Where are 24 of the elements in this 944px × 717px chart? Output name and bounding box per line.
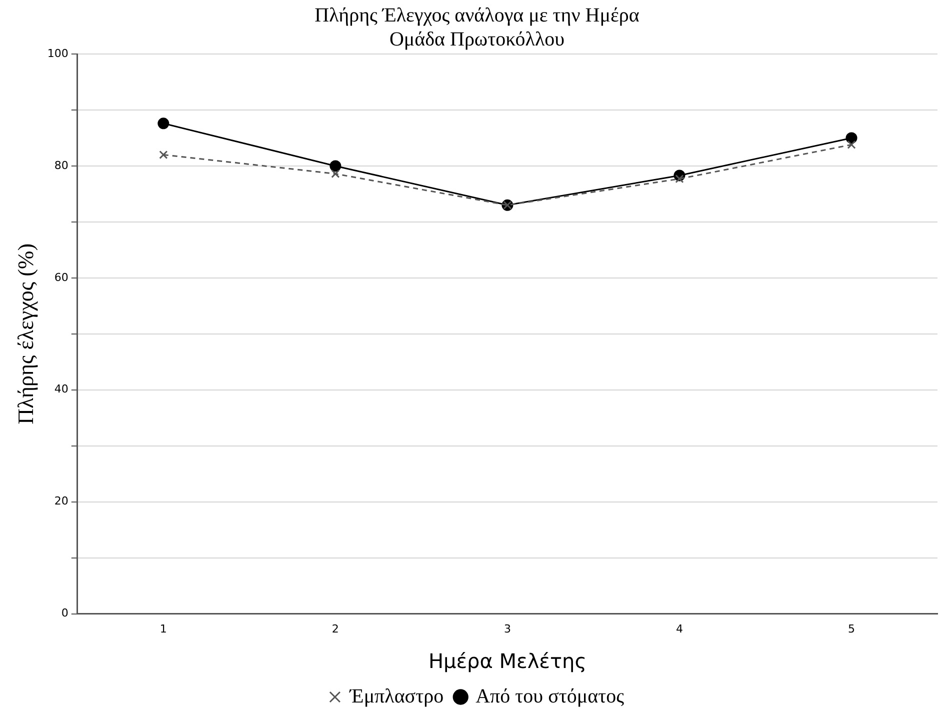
x-tick-label: 5 — [848, 622, 855, 636]
legend-label: Από του στόματος — [476, 685, 624, 708]
point — [846, 132, 858, 144]
x-tick-label: 1 — [160, 622, 167, 636]
y-tick-label: 20 — [54, 494, 68, 508]
y-tick-label: 80 — [54, 158, 68, 172]
y-tick-label: 40 — [54, 382, 68, 396]
point — [675, 174, 684, 184]
x-tick-label: 2 — [332, 622, 339, 636]
point — [159, 150, 168, 160]
x-tick-label: 4 — [676, 622, 683, 636]
point — [158, 118, 170, 130]
point — [331, 170, 340, 178]
y-tick-label: 60 — [54, 270, 68, 284]
x-tick-label: 3 — [504, 622, 511, 636]
y-tick-label: 100 — [47, 46, 68, 60]
chart-title: Πλήρης Έλεγχος ανάλογα με την Ημέρα — [314, 4, 640, 26]
y-axis-title: Πλήρης έλεγχος (%) — [12, 243, 38, 424]
x-axis-title: Ημέρα Μελέτης — [428, 649, 586, 674]
point — [330, 160, 342, 172]
point — [847, 140, 856, 149]
chart-subtitle: Ομάδα Πρωτοκόλλου — [389, 28, 565, 50]
y-tick-label: 0 — [61, 606, 68, 620]
legend-label: Έμπλαστρο — [348, 685, 444, 708]
